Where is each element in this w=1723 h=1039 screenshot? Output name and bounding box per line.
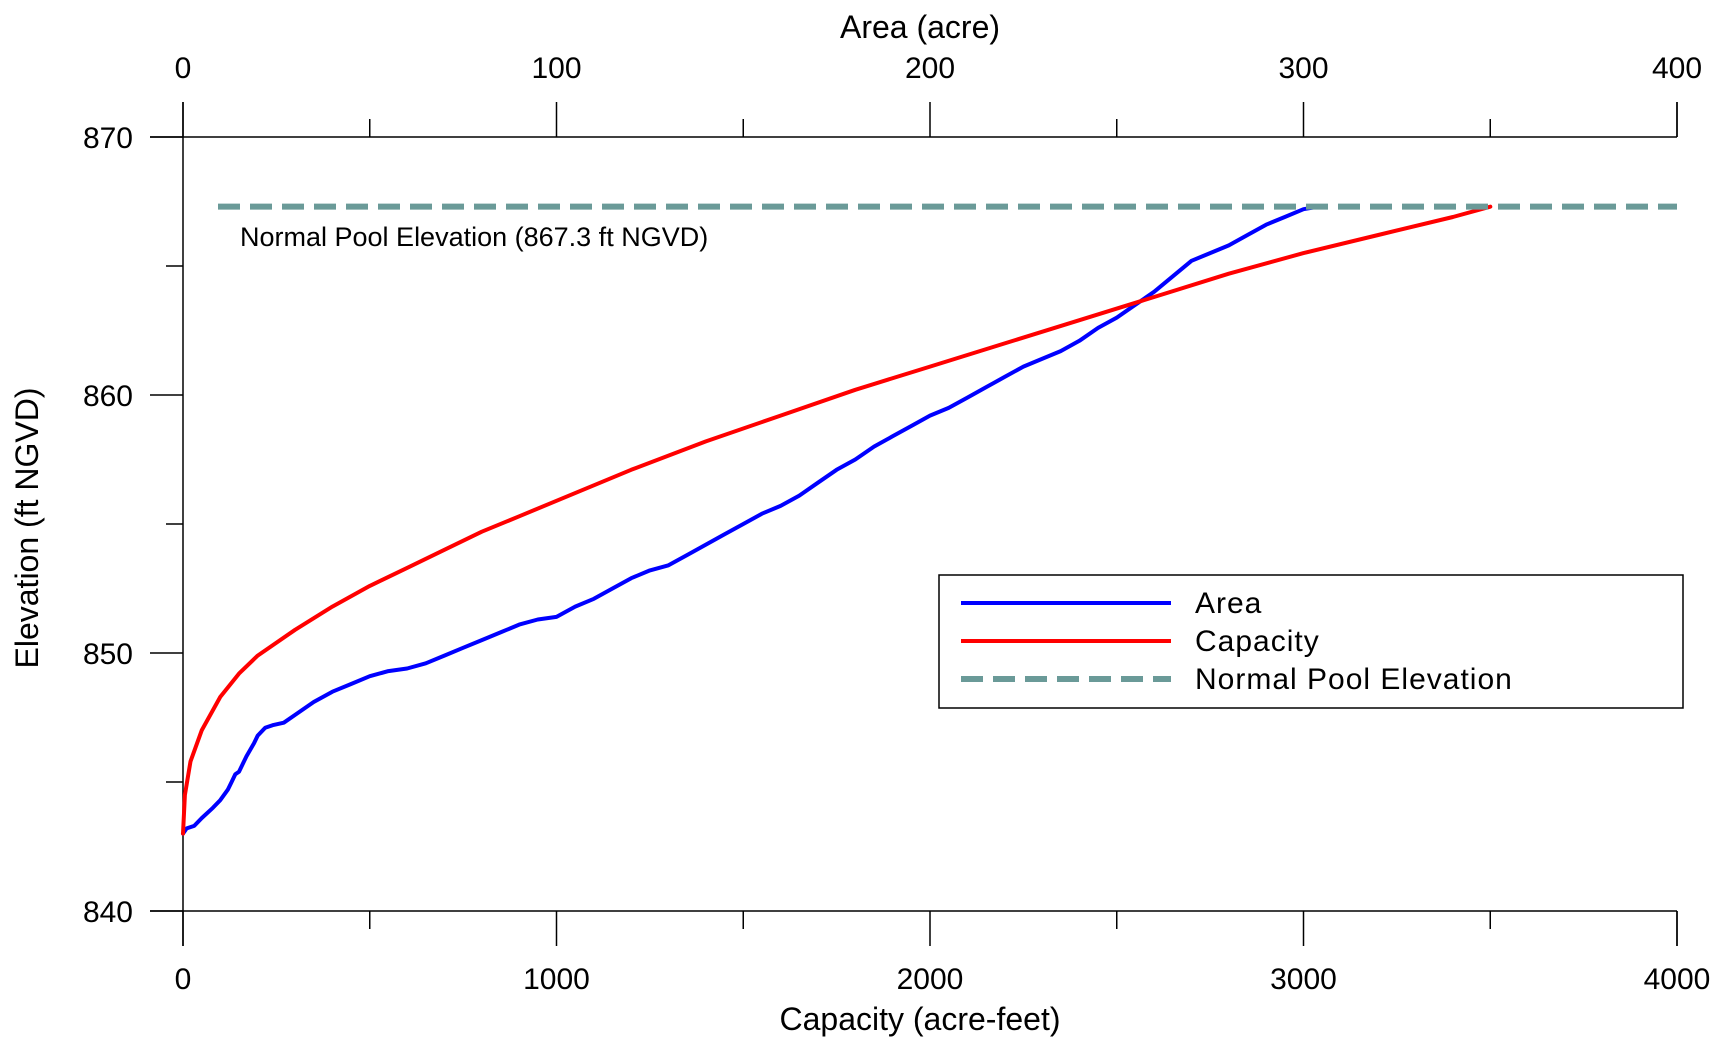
bottom-tick-label: 1000 [523,963,590,996]
normal-pool-annotation: Normal Pool Elevation (867.3 ft NGVD) [240,222,708,252]
left-tick-label: 860 [83,380,133,413]
top-axis-title: Area (acre) [840,9,1000,45]
series-layer [181,203,1677,836]
legend-label-area: Area [1195,587,1262,620]
legend: Area Capacity Normal Pool Elevation [938,574,1684,709]
legend-label-capacity: Capacity [1195,625,1320,658]
left-tick-label: 840 [83,896,133,929]
left-tick-label: 850 [83,638,133,671]
bottom-tick-label: 3000 [1270,963,1337,996]
bottom-tick-label: 4000 [1644,963,1711,996]
top-tick-label: 200 [905,52,955,85]
left-tick-label: 870 [83,122,133,155]
top-tick-label: 300 [1278,52,1328,85]
bottom-tick-label: 2000 [897,963,964,996]
area-series-line [181,204,1321,836]
top-tick-label: 0 [175,52,192,85]
axes: 0 1000 2000 3000 4000 0 100 200 300 400 840 850 860 8… [83,52,1710,996]
bottom-axis-title: Capacity (acre-feet) [780,1001,1061,1037]
bottom-tick-label: 0 [175,963,192,996]
top-tick-label: 400 [1652,52,1702,85]
left-axis-title: Elevation (ft NGVD) [9,388,45,669]
legend-label-normal-pool: Normal Pool Elevation [1195,663,1513,696]
top-tick-label: 100 [531,52,581,85]
capacity-series-line [181,204,1493,836]
